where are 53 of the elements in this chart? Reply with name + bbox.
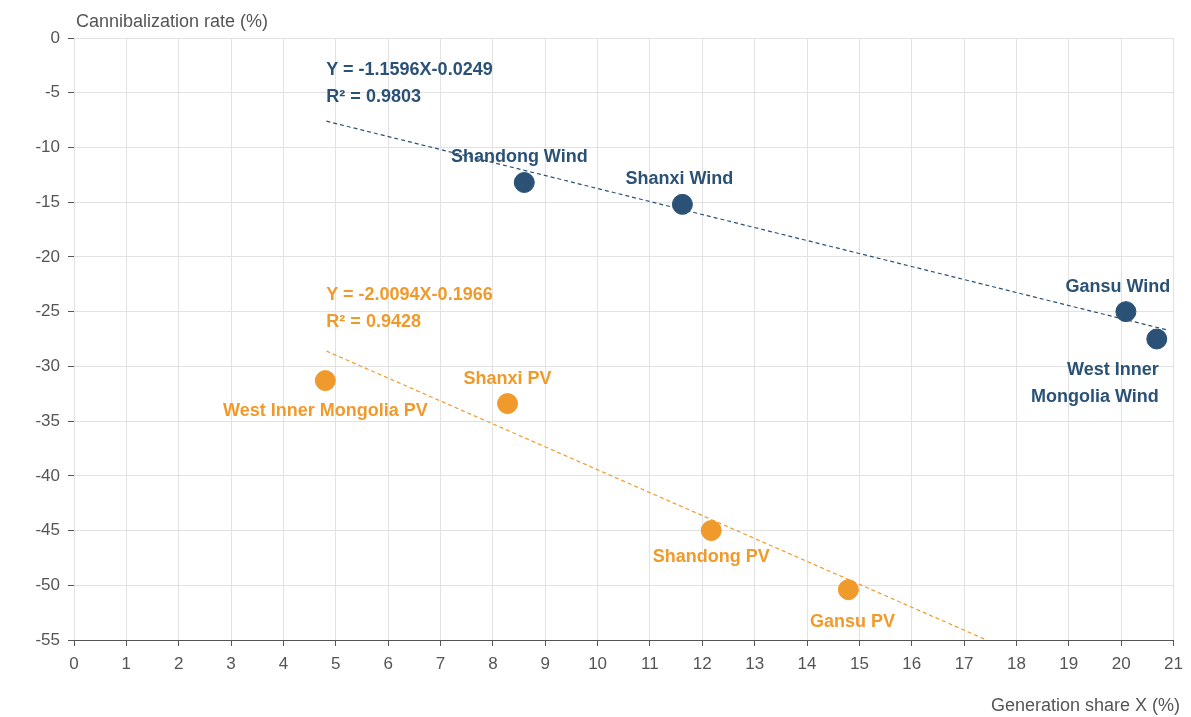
point — [700, 520, 722, 542]
series-label: West Inner Mongolia Wind — [1030, 358, 1159, 406]
x-tick-label: 16 — [902, 653, 922, 673]
y-tick-label: -45 — [35, 520, 60, 540]
y-tick-label: 0 — [50, 27, 60, 47]
x-tick-label: 0 — [69, 653, 79, 673]
y-tick-label: -5 — [44, 82, 60, 102]
y-tick-label: -40 — [35, 465, 60, 485]
x-tick-label: 11 — [641, 653, 659, 673]
point — [837, 579, 859, 601]
x-tick-label: 10 — [588, 653, 608, 673]
point — [1115, 301, 1137, 323]
series-label: West Inner Mongolia PV — [222, 399, 428, 420]
x-tick-label: 6 — [383, 653, 393, 673]
x-tick-label: 13 — [745, 653, 765, 673]
x-tick-label: 14 — [797, 653, 817, 673]
x-tick-label: 4 — [278, 653, 289, 673]
series-label: Gansu Wind — [1065, 275, 1171, 296]
x-tick-label: 9 — [540, 653, 550, 673]
x-tick-label: 8 — [488, 653, 498, 673]
x-tick-label: 15 — [849, 653, 869, 673]
y-tick-label: -25 — [35, 301, 60, 321]
series-label: Shanxi Wind — [625, 168, 734, 189]
series-label: Gansu PV — [809, 610, 895, 631]
x-tick-label: 1 — [121, 653, 132, 673]
point — [1146, 328, 1168, 350]
y-tick-label: -20 — [35, 246, 60, 266]
x-tick-label: 12 — [692, 653, 712, 673]
y-tick-label: -30 — [35, 356, 60, 376]
point — [314, 370, 336, 392]
y-tick-label: -10 — [35, 137, 60, 157]
x-tick-label: 21 — [1164, 653, 1184, 673]
point — [497, 393, 519, 415]
y-tick-label: -50 — [35, 574, 60, 594]
x-tick-label: 3 — [226, 653, 236, 673]
x-tick-label: 5 — [331, 653, 341, 673]
x-tick-label: 2 — [173, 653, 184, 673]
point — [513, 171, 535, 193]
y-tick-label: -15 — [35, 191, 60, 211]
y-tick-label: -35 — [35, 410, 60, 430]
y-axis-title: Cannibalization rate (%) — [76, 10, 269, 31]
y-tick-label: -55 — [35, 629, 60, 649]
series-label: Shanxi PV — [463, 367, 552, 388]
x-tick-label: 7 — [435, 653, 446, 673]
x-tick-label: 17 — [954, 653, 974, 673]
x-axis-title: Generation share X (%) — [990, 694, 1180, 715]
series-label: Y = -2.0094X-0.1966 R² = 0.9428 — [326, 284, 493, 332]
x-tick-label: 19 — [1059, 653, 1079, 673]
series-label: Y = -1.1596X-0.0249 R² = 0.9803 — [326, 59, 493, 107]
series-label: Shandong PV — [652, 545, 770, 566]
point — [671, 193, 693, 215]
x-tick-label: 18 — [1007, 653, 1026, 673]
x-tick-label: 20 — [1111, 653, 1131, 673]
